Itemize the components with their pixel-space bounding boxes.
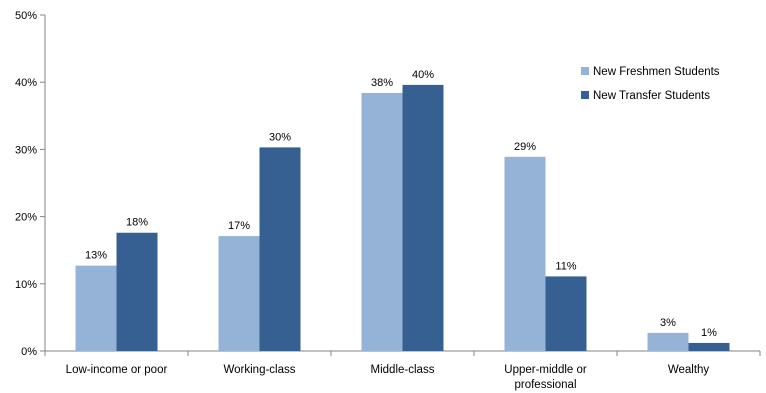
data-label: 17% [228,220,250,232]
y-tick-label: 50% [15,10,37,22]
data-label: 3% [660,317,676,329]
bar [688,342,730,351]
bars [75,84,730,352]
legend-swatch [581,91,589,99]
axes: 0% 10% 20% 30% 40% 50% Low-income or poor Worki… [15,10,761,391]
bar [218,236,260,351]
bar [259,147,301,351]
data-label: 11% [555,260,576,272]
data-label: 38% [371,77,393,89]
y-tick-label: 20% [15,212,37,224]
x-tick-label-line: professional [514,379,576,391]
data-label: 1% [701,327,717,339]
x-tick-label: Wealthy [668,364,710,376]
x-tick-label-line: Low-income or poor [66,364,168,376]
legend-label: New Freshmen Students [593,66,720,78]
data-label: 13% [85,250,107,262]
bar [545,276,587,351]
x-tick-label-line: Working-class [224,364,296,376]
y-tick-label: 40% [15,77,37,89]
bar [647,332,689,351]
x-tick-label-line: Middle-class [371,364,435,376]
legend-label: New Transfer Students [593,90,710,102]
y-tick-label: 30% [15,144,37,156]
x-tick-label-line: Upper-middle or [504,364,587,376]
y-tick-label: 0% [21,346,37,358]
bar [75,265,117,351]
x-tick-label-line: Wealthy [668,364,710,376]
data-labels: 13% 17% 38% 29% 3% 18% 30% 40% 11% 1% [85,69,717,339]
data-label: 29% [514,141,536,153]
y-tick-label: 10% [15,279,37,291]
data-label: 18% [126,217,148,229]
bar [504,156,546,351]
legend-swatch [581,67,589,75]
x-tick-label: Low-income or poor [66,364,168,376]
legend: New Freshmen Students New Transfer Studen… [581,66,720,102]
bar [402,84,444,351]
bar [116,232,158,351]
x-tick-label: Middle-class [371,364,435,376]
data-label: 30% [269,131,291,143]
x-tick-label: Working-class [224,364,296,376]
x-tick-label: Upper-middle or professional [504,364,587,391]
bar [361,92,403,352]
data-label: 40% [412,69,434,81]
